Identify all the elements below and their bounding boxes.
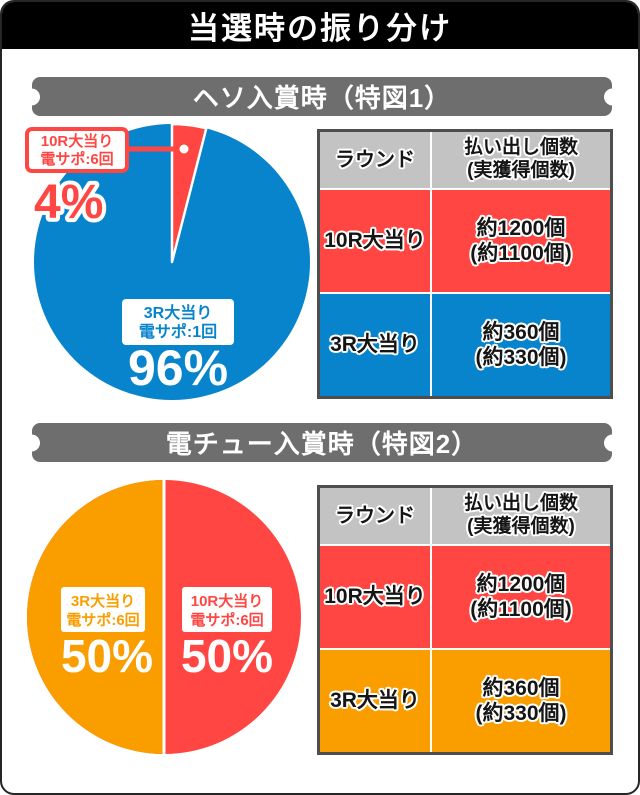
left-pct: 50% xyxy=(61,630,153,682)
pie-chart-tokuzu1-svg: 10R大当り 電サポ:6回 4% 3R大当り 電サポ:1回 96% xyxy=(25,122,310,400)
table2-row1-payout: 約1200個 (約1100個) xyxy=(432,546,610,648)
right-label-line2: 電サポ:6回 xyxy=(190,611,263,629)
table1-row1-round: 10R大当り xyxy=(320,190,430,292)
center-pct: 96% xyxy=(128,340,228,396)
table1-row1-payout-line1: 約1200個 xyxy=(476,216,566,240)
center-label-line1: 3R大当り xyxy=(144,303,212,322)
pie-slice-10r-4pct xyxy=(170,122,208,264)
table1-header-round: ラウンド xyxy=(320,132,430,188)
table2-row1-payout-line2: (約1100個) xyxy=(470,598,572,621)
center-label-box xyxy=(122,299,234,345)
table2-header-payout: 払い出し個数 (実獲得個数) xyxy=(432,488,610,544)
pie-chart-tokuzu2-svg: 3R大当り 電サポ:6回 50% 10R大当り 電サポ:6回 50% xyxy=(27,480,301,754)
banner-tokuzu1: ヘソ入賞時（特図1） xyxy=(32,77,612,116)
table2-row2-payout-line2: (約330個) xyxy=(475,702,567,725)
table1-row1-payout: 約1200個 (約1100個) xyxy=(432,190,610,292)
table2-header-payout-line2: (実獲得個数) xyxy=(467,516,575,537)
right-label-line1: 10R大当り xyxy=(191,592,264,610)
table1-row2-round: 3R大当り xyxy=(320,294,430,396)
callout-label-line1: 10R大当り xyxy=(41,132,114,150)
table1-header-payout-line1: 払い出し個数 xyxy=(463,137,578,159)
page-title: 当選時の振り分け xyxy=(188,11,452,46)
left-label-box xyxy=(61,587,145,632)
banner-tokuzu1-label: ヘソ入賞時（特図1） xyxy=(192,83,452,113)
main-header: 当選時の振り分け xyxy=(2,2,638,49)
pie-chart-tokuzu2: 3R大当り 電サポ:6回 50% 10R大当り 電サポ:6回 50% xyxy=(12,479,322,769)
left-label-line2: 電サポ:6回 xyxy=(66,611,139,629)
banner-tokuzu2-label: 電チュー入賞時（特図2） xyxy=(165,429,479,459)
table1-row2-payout-line1: 約360個 xyxy=(482,320,560,344)
table2-row1-round: 10R大当り xyxy=(320,546,430,648)
table2-row2-payout: 約360個 (約330個) xyxy=(432,650,610,752)
callout-pct: 4% xyxy=(34,176,103,229)
table1-row1-payout-line2: (約1100個) xyxy=(470,242,572,265)
table2-row1-payout-line1: 約1200個 xyxy=(476,572,566,596)
center-label-line2: 電サポ:1回 xyxy=(139,322,217,341)
table2-header-payout-line1: 払い出し個数 xyxy=(463,493,578,515)
banner-tokuzu2: 電チュー入賞時（特図2） xyxy=(32,423,612,462)
table1-row2-payout: 約360個 (約330個) xyxy=(432,294,610,396)
payout-table-tokuzu1: ラウンド 払い出し個数 (実獲得個数) 10R大当り 約1200個 (約1100… xyxy=(317,129,613,399)
callout-dot xyxy=(177,142,191,156)
table1-header-payout: 払い出し個数 (実獲得個数) xyxy=(432,132,610,188)
right-label-box xyxy=(182,587,272,632)
table1-row2-payout-line2: (約330個) xyxy=(475,346,567,369)
callout-box xyxy=(25,127,129,173)
payout-table-tokuzu2: ラウンド 払い出し個数 (実獲得個数) 10R大当り 約1200個 (約1100… xyxy=(317,485,613,755)
table2-row2-payout-line1: 約360個 xyxy=(482,676,560,700)
left-label-line1: 3R大当り xyxy=(71,592,135,610)
right-pct: 50% xyxy=(181,630,273,682)
callout-label-line2: 電サポ:6回 xyxy=(40,150,113,168)
table2-row2-round: 3R大当り xyxy=(320,650,430,752)
table2-header-round: ラウンド xyxy=(320,488,430,544)
table1-header-payout-line2: (実獲得個数) xyxy=(467,160,575,181)
pie-chart-tokuzu1: 10R大当り 電サポ:6回 4% 3R大当り 電サポ:1回 96% xyxy=(12,122,322,412)
